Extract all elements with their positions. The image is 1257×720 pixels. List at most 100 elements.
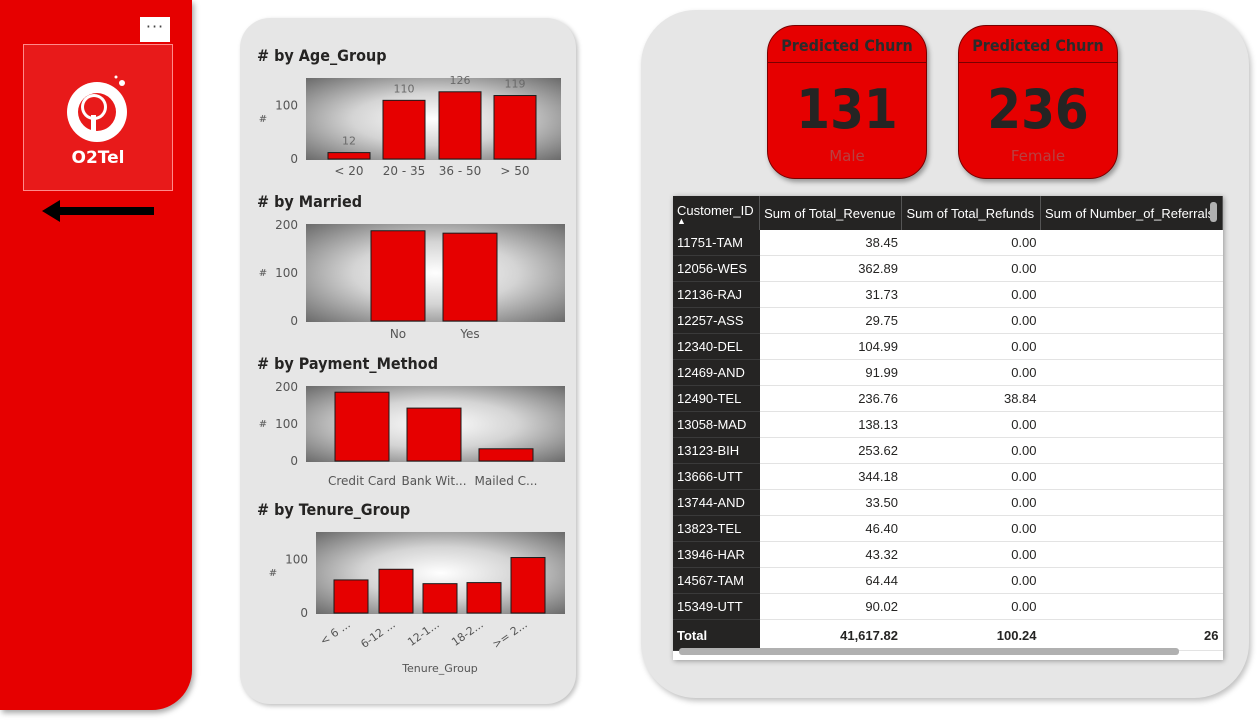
table-row[interactable]: 13666-UTT 344.18 0.00 <box>673 463 1223 490</box>
cell-total-refunds: 0.00 <box>901 515 1041 542</box>
charts-panel: # by Age_Group # by Married # by Payment… <box>240 18 576 704</box>
sort-ascending-icon[interactable]: ▲ <box>677 215 686 226</box>
cell-customer-id: 12340-DEL <box>673 333 760 360</box>
cell-total-refunds: 0.00 <box>901 437 1041 464</box>
cell-total-refunds: 0.00 <box>901 489 1041 516</box>
data-label: 110 <box>394 82 415 95</box>
table-row[interactable]: 12136-RAJ 31.73 0.00 <box>673 281 1223 308</box>
cell-customer-id: 13744-AND <box>673 489 760 516</box>
y-axis-title: # <box>259 419 267 430</box>
column-header-total-refunds[interactable]: Sum of Total_Refunds <box>901 196 1042 230</box>
x-tick-label: No <box>390 327 406 341</box>
y-tick-label: 0 <box>300 606 308 620</box>
table-row[interactable]: 12340-DEL 104.99 0.00 <box>673 333 1223 360</box>
table-row[interactable]: 12257-ASS 29.75 0.00 <box>673 307 1223 334</box>
more-options-button[interactable]: ··· <box>140 17 170 42</box>
cell-referrals <box>1040 567 1223 594</box>
cell-total-revenue: 236.76 <box>759 385 902 412</box>
horizontal-scrollbar[interactable] <box>679 648 1179 655</box>
chart-title-tenure-group: # by Tenure_Group <box>257 500 411 519</box>
kpi-card-female[interactable]: Predicted Churn 236 Female <box>958 25 1118 179</box>
data-label: 119 <box>505 78 526 91</box>
customer-table[interactable]: Customer_ID ▲ Sum of Total_Revenue Sum o… <box>673 196 1223 660</box>
cell-customer-id: 13946-HAR <box>673 541 760 568</box>
cell-total-revenue: 43.32 <box>759 541 902 568</box>
chart-bar[interactable] <box>466 582 502 614</box>
y-axis-title: # <box>259 114 267 125</box>
chart-bar[interactable] <box>378 568 414 614</box>
kpi-title: Predicted Churn <box>781 36 913 55</box>
chart-bar[interactable] <box>493 95 537 160</box>
table-row[interactable]: 12056-WES 362.89 0.00 <box>673 255 1223 282</box>
chart-bar[interactable] <box>334 391 390 462</box>
cell-customer-id: 14567-TAM <box>673 567 760 594</box>
cell-referrals <box>1040 489 1223 516</box>
y-tick-label: 0 <box>290 314 298 328</box>
cell-customer-id: 12136-RAJ <box>673 281 760 308</box>
cell-total-revenue: 31.73 <box>759 281 902 308</box>
table-row[interactable]: 12490-TEL 236.76 38.84 <box>673 385 1223 412</box>
chart-bar[interactable] <box>406 407 462 462</box>
cell-referrals <box>1040 593 1223 620</box>
cell-referrals <box>1040 515 1223 542</box>
cell-total-refunds: 38.84 <box>901 385 1041 412</box>
cell-total-refunds: 0.00 <box>901 281 1041 308</box>
table-row[interactable]: 14567-TAM 64.44 0.00 <box>673 567 1223 594</box>
cell-referrals <box>1040 463 1223 490</box>
table-row[interactable]: 15349-UTT 90.02 0.00 <box>673 593 1223 620</box>
table-row[interactable]: 13058-MAD 138.13 0.00 <box>673 411 1223 438</box>
cell-customer-id: 13666-UTT <box>673 463 760 490</box>
cell-referrals <box>1040 385 1223 412</box>
column-header-referrals[interactable]: Sum of Number_of_Referrals <box>1040 196 1223 230</box>
y-tick-label: 0 <box>290 454 298 468</box>
data-label: 12 <box>342 135 356 148</box>
chart-bar[interactable] <box>382 99 426 160</box>
x-tick-label: 20 - 35 <box>383 164 426 178</box>
chart-bar[interactable] <box>442 232 498 322</box>
cell-customer-id: 12469-AND <box>673 359 760 386</box>
cell-total-revenue: 91.99 <box>759 359 902 386</box>
chart-bar[interactable] <box>438 91 482 160</box>
table-row[interactable]: 13823-TEL 46.40 0.00 <box>673 515 1223 542</box>
chart-bar[interactable] <box>478 448 534 462</box>
kpi-value: 131 <box>796 78 898 141</box>
cell-total-refunds: 0.00 <box>901 333 1041 360</box>
table-row[interactable]: 12469-AND 91.99 0.00 <box>673 359 1223 386</box>
cell-referrals <box>1040 541 1223 568</box>
kpi-value: 236 <box>987 78 1089 141</box>
table-row[interactable]: 13946-HAR 43.32 0.00 <box>673 541 1223 568</box>
kpi-title: Predicted Churn <box>972 36 1104 55</box>
vertical-scrollbar[interactable] <box>1210 202 1217 222</box>
cell-total-refunds: 0.00 <box>901 541 1041 568</box>
kpi-card-male[interactable]: Predicted Churn 131 Male <box>767 25 927 179</box>
table-row[interactable]: 13744-AND 33.50 0.00 <box>673 489 1223 516</box>
cell-referrals <box>1040 411 1223 438</box>
table-row[interactable]: 13123-BIH 253.62 0.00 <box>673 437 1223 464</box>
cell-total-refunds: 0.00 <box>901 411 1041 438</box>
chart-bar[interactable] <box>370 230 426 322</box>
column-header-customer-id[interactable]: Customer_ID ▲ <box>673 196 761 230</box>
chart-bar[interactable] <box>510 557 546 614</box>
total-value: 26 <box>1040 619 1223 651</box>
back-arrow-icon[interactable] <box>42 200 157 222</box>
column-header-label: Customer_ID <box>677 202 754 218</box>
cell-customer-id: 15349-UTT <box>673 593 760 620</box>
chart-bar[interactable] <box>422 583 458 614</box>
chart-title-age-group: # by Age_Group <box>257 46 387 65</box>
logo-tile[interactable]: O2Tel <box>23 44 173 191</box>
cell-total-revenue: 64.44 <box>759 567 902 594</box>
plot-area-married <box>306 224 565 322</box>
column-header-total-revenue[interactable]: Sum of Total_Revenue <box>759 196 903 230</box>
cell-referrals <box>1040 307 1223 334</box>
kpi-divider <box>768 62 926 63</box>
chart-title-payment-method: # by Payment_Method <box>257 354 438 373</box>
table-row[interactable]: 11751-TAM 38.45 0.00 <box>673 230 1223 256</box>
cell-total-refunds: 0.00 <box>901 463 1041 490</box>
chart-bar[interactable] <box>333 579 369 614</box>
y-tick-label: 100 <box>275 417 298 431</box>
x-tick-label: Credit Card <box>328 474 396 488</box>
x-tick-label: > 50 <box>500 164 529 178</box>
chart-bar[interactable] <box>327 152 371 160</box>
cell-total-revenue: 29.75 <box>759 307 902 334</box>
nav-panel: ··· O2Tel <box>0 0 192 710</box>
